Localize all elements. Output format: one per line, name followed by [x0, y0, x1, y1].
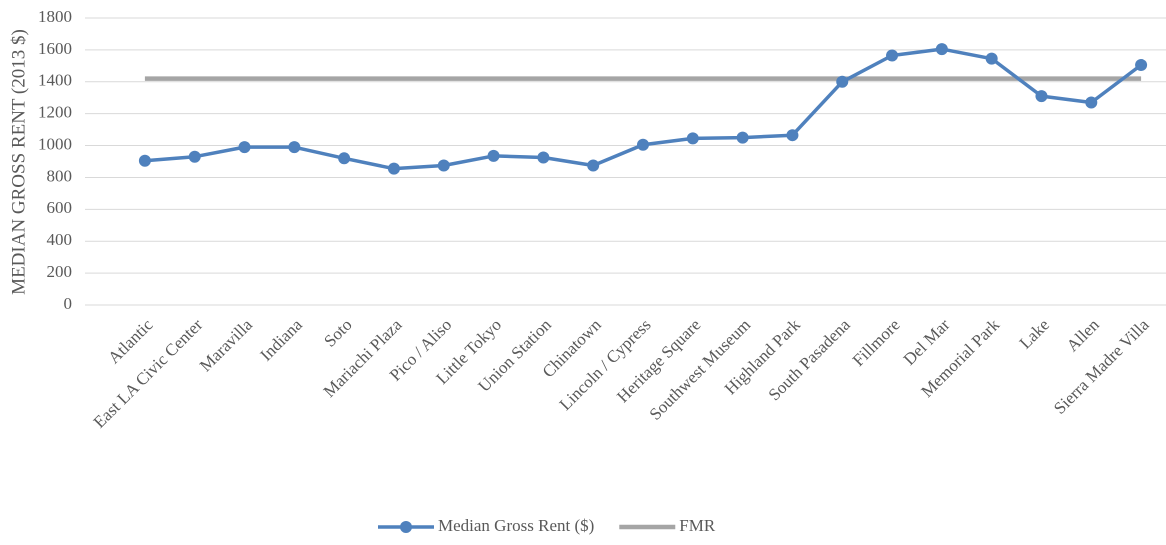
point — [985, 52, 998, 65]
point — [786, 129, 799, 142]
y-tick-label: 800 — [47, 166, 73, 185]
point — [935, 43, 948, 56]
x-tick-label: Fillmore — [849, 315, 904, 370]
legend-label: FMR — [679, 516, 716, 535]
point — [637, 138, 649, 151]
point — [238, 141, 251, 154]
point — [736, 131, 749, 144]
point — [686, 132, 699, 145]
y-tick-label: 600 — [47, 198, 73, 217]
point — [437, 159, 450, 172]
y-axis-title: MEDIAN GROSS RENT (2013 $) — [8, 29, 29, 295]
point — [387, 162, 400, 175]
point — [188, 150, 201, 163]
point — [1135, 59, 1148, 72]
y-tick-label: 1200 — [38, 103, 72, 122]
x-tick-label: Sierra Madre Villa — [1050, 315, 1153, 418]
x-tick-label: Lincoln / Cypress — [556, 315, 655, 414]
y-tick-label: 0 — [64, 294, 73, 313]
point — [587, 159, 600, 172]
point — [836, 75, 849, 88]
y-tick-label: 1400 — [38, 71, 72, 90]
point — [1085, 96, 1098, 109]
x-tick-label: Indiana — [256, 315, 306, 365]
y-tick-label: 1600 — [38, 39, 72, 58]
y-tick-label: 400 — [47, 230, 73, 249]
point — [288, 141, 301, 154]
point — [537, 151, 550, 164]
point — [1035, 90, 1048, 103]
x-tick-label: Soto — [320, 315, 355, 350]
legend-label: Median Gross Rent ($) — [438, 516, 594, 535]
point — [487, 149, 500, 162]
x-tick-label: Allen — [1063, 315, 1103, 355]
x-tick-label: Lake — [1016, 315, 1053, 352]
x-tick-label: Maravilla — [196, 315, 256, 375]
y-tick-label: 200 — [47, 262, 73, 281]
point — [886, 49, 899, 62]
point — [338, 152, 351, 165]
y-tick-label: 1000 — [38, 134, 72, 153]
point — [138, 154, 151, 167]
legend-marker — [400, 521, 412, 533]
y-tick-label: 1800 — [38, 7, 72, 26]
